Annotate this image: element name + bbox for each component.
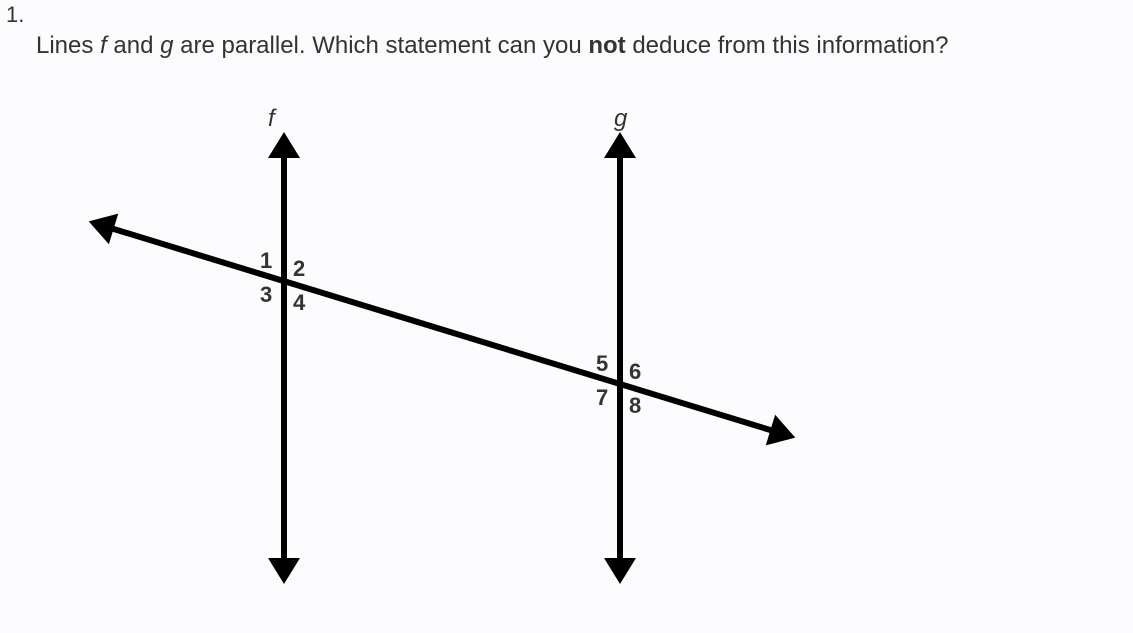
angle-8: 8 xyxy=(629,393,641,419)
transversal xyxy=(104,226,780,433)
question-text-mid1: and xyxy=(107,32,160,59)
arrowheads xyxy=(84,132,800,584)
question-not: not xyxy=(588,32,625,59)
label-line-g: g xyxy=(614,105,627,133)
angle-5: 5 xyxy=(596,351,608,377)
question-text-pre: Lines xyxy=(36,32,100,59)
arrow-g-bottom-icon xyxy=(604,558,636,584)
label-line-f: f xyxy=(268,105,275,133)
question-var-g: g xyxy=(160,32,173,59)
angle-4: 4 xyxy=(293,290,305,316)
parallel-lines-diagram: f g 1 2 3 4 5 6 7 8 xyxy=(60,100,800,620)
question-text-mid2: are parallel. Which statement can you xyxy=(173,32,588,59)
arrow-f-bottom-icon xyxy=(268,558,300,584)
arrow-f-top-icon xyxy=(268,132,300,158)
arrow-g-top-icon xyxy=(604,132,636,158)
arrow-transversal-left-icon xyxy=(84,206,118,244)
question-text: Lines f and g are parallel. Which statem… xyxy=(36,32,948,60)
question-var-f: f xyxy=(100,32,107,59)
arrow-transversal-right-icon xyxy=(766,415,800,453)
angle-6: 6 xyxy=(629,359,641,385)
diagram-svg xyxy=(60,100,800,620)
question-text-post: deduce from this information? xyxy=(626,32,949,59)
angle-7: 7 xyxy=(596,385,608,411)
angle-2: 2 xyxy=(293,256,305,282)
question-number: 1. xyxy=(6,2,24,28)
angle-1: 1 xyxy=(260,248,272,274)
angle-3: 3 xyxy=(260,282,272,308)
